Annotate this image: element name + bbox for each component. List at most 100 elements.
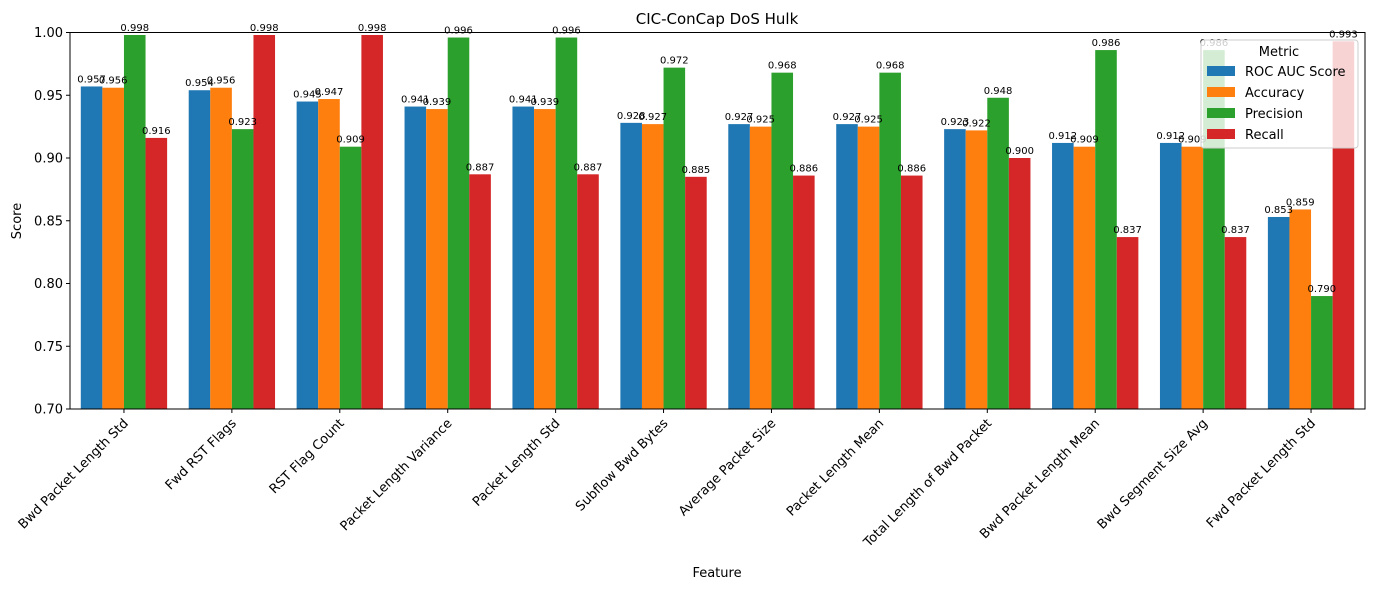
value-label: 0.928	[617, 111, 646, 122]
bar-3-12	[1311, 296, 1333, 409]
value-label: 0.998	[358, 23, 387, 34]
bar-4-8	[900, 175, 923, 409]
bar-2-6	[641, 124, 664, 410]
bar-4-10	[1116, 237, 1139, 409]
value-label: 0.909	[336, 135, 365, 146]
bar-3-8	[879, 72, 901, 409]
bar-2-10	[1073, 146, 1096, 409]
value-label: 0.939	[531, 97, 560, 108]
bar-4-4	[469, 174, 491, 409]
value-label: 0.837	[1113, 225, 1142, 236]
legend-frame	[1200, 39, 1359, 149]
x-axis-label: Feature	[692, 566, 741, 581]
y-tick-label: 0.95	[34, 89, 63, 104]
x-tick-label: Packet Length Variance	[338, 416, 456, 534]
value-label: 0.954	[185, 78, 214, 89]
legend-swatch	[1207, 108, 1235, 118]
value-label: 0.927	[638, 112, 667, 123]
bar-3-9	[987, 97, 1009, 409]
y-axis-label: Score	[10, 203, 25, 239]
value-label: 0.956	[207, 76, 236, 87]
value-label: 0.941	[509, 95, 538, 106]
value-label: 0.968	[876, 61, 905, 72]
value-label: 0.948	[984, 86, 1013, 97]
x-tick-label: RST Flag Count	[267, 416, 348, 497]
bar-3-1	[123, 35, 146, 409]
legend: Metric ROC AUC Score Accuracy Precision Rec…	[1200, 39, 1359, 149]
bar-3-7	[771, 72, 794, 409]
value-label: 0.923	[228, 117, 257, 128]
x-axis: Bwd Packet Length Std Fwd RST Flags RST Fl…	[16, 409, 1319, 551]
value-label: 0.886	[897, 164, 926, 175]
value-label: 0.998	[250, 23, 279, 34]
value-label: 0.996	[552, 26, 581, 37]
value-label: 0.996	[444, 26, 473, 37]
y-tick-label: 0.85	[34, 214, 63, 229]
value-label: 0.993	[1329, 29, 1358, 40]
bar-2-2	[210, 87, 232, 409]
value-label: 0.998	[120, 23, 149, 34]
x-tick-label: Subflow Bwd Bytes	[573, 416, 671, 514]
bar-4-6	[685, 176, 707, 409]
value-label: 0.853	[1264, 205, 1293, 216]
y-tick-label: 0.70	[34, 403, 63, 418]
y-tick-label: 0.75	[34, 340, 63, 355]
x-tick-label: Packet Length Mean	[784, 416, 887, 519]
bar-1-1	[80, 86, 103, 409]
bar-1-12	[1267, 216, 1290, 409]
bar-2-7	[749, 126, 772, 410]
bar-3-4	[447, 37, 470, 410]
bar-3-10	[1095, 50, 1117, 409]
bar-1-5	[512, 106, 535, 410]
bar-4-2	[253, 35, 276, 409]
value-label: 0.968	[768, 61, 797, 72]
bar-2-12	[1289, 209, 1312, 409]
x-tick-label: Fwd Packet Length Std	[1204, 416, 1319, 531]
bar-2-8	[857, 126, 880, 410]
x-tick-label: Bwd Packet Length Mean	[977, 416, 1103, 542]
value-label: 0.945	[293, 90, 322, 101]
value-label: 0.886	[790, 164, 819, 175]
value-label: 0.912	[1156, 131, 1185, 142]
value-label: 0.922	[962, 118, 991, 129]
value-label: 0.947	[315, 87, 344, 98]
value-label: 0.941	[401, 95, 430, 106]
legend-swatch	[1207, 129, 1235, 139]
value-label: 0.859	[1286, 197, 1315, 208]
value-label: 0.957	[77, 74, 106, 85]
value-label: 0.887	[466, 162, 495, 173]
value-label: 0.927	[725, 112, 754, 123]
legend-title: Metric	[1259, 45, 1299, 60]
y-tick-label: 1.00	[34, 26, 63, 41]
value-label: 0.912	[1049, 131, 1078, 142]
legend-label: Precision	[1245, 107, 1303, 122]
legend-label: ROC AUC Score	[1245, 65, 1346, 80]
bar-2-11	[1181, 146, 1204, 409]
bar-3-6	[663, 67, 686, 409]
bar-1-3	[296, 101, 319, 409]
bar-4-3	[361, 35, 383, 409]
x-tick-label: Fwd RST Flags	[163, 416, 240, 493]
value-label: 0.909	[1178, 135, 1207, 146]
y-axis: 0.70 0.75 0.80 0.85 0.90 0.95 1.00	[34, 26, 70, 418]
y-tick-label: 0.90	[34, 152, 63, 167]
value-label: 0.986	[1092, 38, 1121, 49]
value-label: 0.916	[142, 126, 171, 137]
bar-2-3	[318, 99, 340, 410]
bar-3-5	[555, 37, 578, 410]
x-tick-label: Total Length of Bwd Packet	[860, 416, 995, 551]
value-label: 0.927	[833, 112, 862, 123]
x-tick-label: Bwd Packet Length Std	[16, 416, 132, 532]
x-tick-label: Bwd Segment Size Avg	[1095, 416, 1211, 532]
value-label: 0.923	[941, 117, 970, 128]
bar-1-11	[1159, 142, 1182, 409]
y-tick-label: 0.80	[34, 277, 63, 292]
value-label: 0.909	[1070, 135, 1099, 146]
value-label: 0.925	[854, 115, 883, 126]
bar-1-6	[620, 122, 642, 410]
value-label: 0.939	[423, 97, 452, 108]
bar-2-4	[426, 109, 448, 409]
bar-1-10	[1052, 142, 1074, 409]
